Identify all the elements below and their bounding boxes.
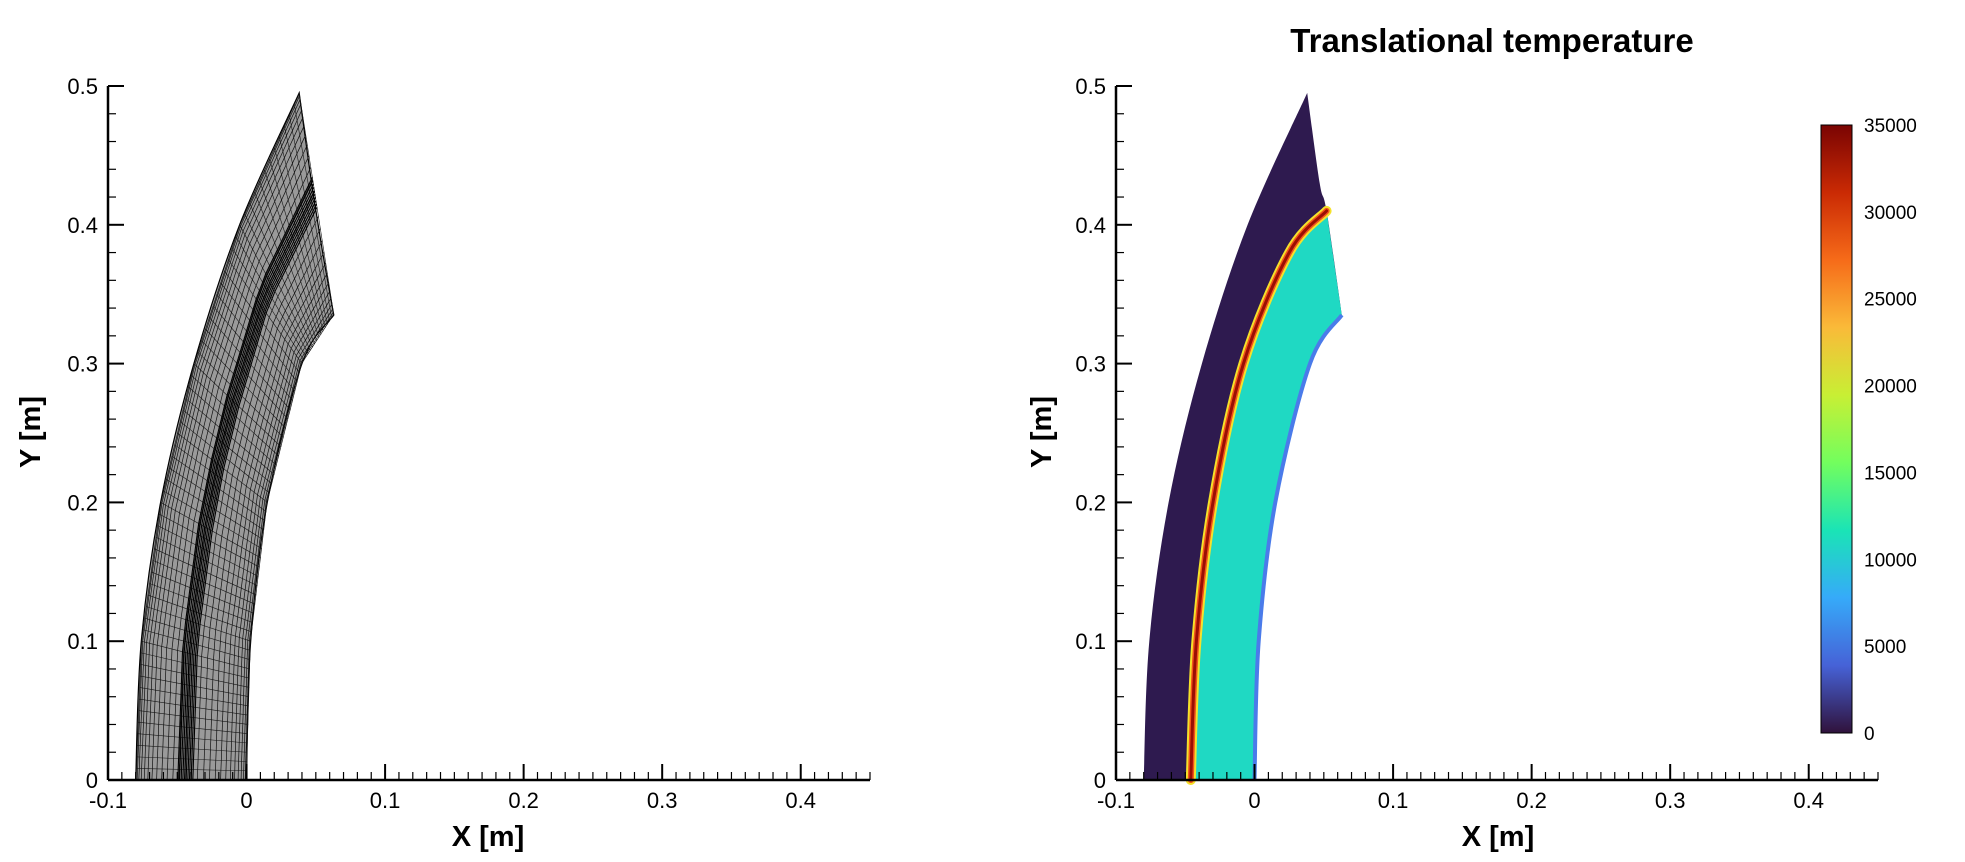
colorbar-tick-label: 10000 (1864, 550, 1917, 571)
x-tick-label: 0.2 (1516, 788, 1547, 813)
mesh-line-layer (161, 144, 308, 781)
mesh-x-axis-label: X [m] (452, 821, 525, 853)
mesh-line-layer (166, 155, 310, 781)
mesh-line-layer (243, 308, 334, 781)
shock-band-core (1189, 209, 1329, 782)
temperature-axes (1114, 86, 1878, 782)
colorbar-tick-label: 25000 (1864, 290, 1917, 311)
x-tick-label: 0.1 (1378, 788, 1409, 813)
temperature-plot: Translational temperature -0.1 0 0.1 0.2 0.3… (1026, 22, 1917, 853)
mesh-line-shock-cluster (182, 187, 315, 781)
mesh-plot: -0.1 0 0.1 0.2 0.3 0.400.10.20.30.40.5 X [m] … (15, 74, 871, 853)
x-tick-label: 0 (240, 788, 252, 813)
mesh-line-layer (234, 290, 331, 781)
mesh-y-axis-label: Y [m] (15, 396, 47, 468)
mesh-line-layer (178, 179, 314, 781)
mesh-line-layer (196, 216, 319, 781)
mesh-ticks: -0.1 0 0.1 0.2 0.3 0.400.10.20.30.40.5 (67, 74, 871, 813)
mesh-axes (106, 86, 870, 782)
y-tick-label: 0.3 (1075, 352, 1106, 377)
mesh-line-layer (244, 312, 334, 781)
x-tick-label: 0.3 (1655, 788, 1686, 813)
mesh-line-layer (156, 134, 307, 781)
mesh-line-layer (237, 297, 332, 781)
temperature-colorbar: 0 5000 10000 15000 20000 25000 30000 35000 (1820, 116, 1917, 745)
mesh-line-layer (140, 103, 302, 781)
y-tick-label: 0.1 (1075, 629, 1106, 654)
mesh-line-layer (240, 303, 333, 781)
y-tick-label: 0 (86, 768, 98, 793)
mesh-line-layer (203, 228, 321, 781)
temperature-x-axis-label: X [m] (1462, 821, 1535, 853)
colorbar-gradient (1820, 124, 1853, 734)
mesh-line-layer (225, 273, 328, 781)
mesh-line-shock-cluster (177, 177, 313, 781)
mesh-line-shock-cluster (183, 190, 315, 781)
mesh-line-layer (151, 125, 305, 781)
temperature-contour (1143, 92, 1344, 785)
mesh-line-layer (209, 240, 323, 781)
mesh-line-shock-cluster (178, 180, 314, 781)
temperature-y-axis-label: Y [m] (1026, 396, 1058, 468)
y-tick-label: 0.1 (67, 629, 98, 654)
x-tick-label: 0 (1248, 788, 1260, 813)
mesh-line-shock-cluster (192, 207, 318, 781)
mesh-line-layer (147, 117, 304, 781)
mesh-line-layer (214, 252, 325, 781)
x-tick-label: -0.1 (1097, 788, 1135, 813)
mesh-line-radial (298, 92, 335, 316)
mesh-line-layer (138, 99, 301, 781)
y-tick-label: 0.5 (67, 74, 98, 99)
y-tick-label: 0 (1094, 768, 1106, 793)
mesh-line-layer (220, 262, 327, 781)
x-tick-label: 0.4 (785, 788, 816, 813)
colorbar-tick-label: 20000 (1864, 377, 1917, 398)
mesh-line-shock-cluster (185, 193, 316, 781)
mesh-line-layer (135, 93, 300, 781)
y-tick-label: 0.2 (67, 490, 98, 515)
colorbar-ticks: 0 5000 10000 15000 20000 25000 30000 35000 (1864, 116, 1917, 745)
x-tick-label: 0.2 (508, 788, 539, 813)
colorbar-tick-label: 30000 (1864, 203, 1917, 224)
mesh-line-layer (245, 314, 334, 781)
colorbar-tick-label: 35000 (1864, 116, 1917, 137)
mesh-line-shock-cluster (187, 197, 316, 781)
y-tick-label: 0.2 (1075, 490, 1106, 515)
mesh-content (135, 90, 335, 781)
temperature-plot-title: Translational temperature (1290, 22, 1693, 59)
x-tick-label: -0.1 (89, 788, 127, 813)
mesh-line-layer (172, 167, 312, 781)
mesh-line-layer (136, 95, 300, 781)
mesh-line-shock-cluster (190, 203, 317, 781)
x-tick-label: 0.1 (370, 788, 401, 813)
x-tick-label: 0.3 (647, 788, 678, 813)
mesh-line-shock-cluster (180, 183, 314, 781)
mesh-line-layer (229, 282, 330, 781)
y-tick-label: 0.3 (67, 352, 98, 377)
mesh-line-shock-cluster (188, 200, 317, 781)
x-tick-label: 0.4 (1793, 788, 1824, 813)
y-tick-label: 0.5 (1075, 74, 1106, 99)
mesh-line-layer (143, 109, 303, 781)
colorbar-tick-label: 0 (1864, 724, 1875, 745)
wall-boundary-layer (1252, 313, 1344, 781)
y-tick-label: 0.4 (67, 213, 98, 238)
temperature-ticks: -0.1 0 0.1 0.2 0.3 0.400.10.20.30.40.5 (1075, 74, 1879, 813)
y-tick-label: 0.4 (1075, 213, 1106, 238)
colorbar-tick-label: 15000 (1864, 463, 1917, 484)
colorbar-tick-label: 5000 (1864, 637, 1906, 658)
shock-layer-region (1190, 210, 1342, 780)
